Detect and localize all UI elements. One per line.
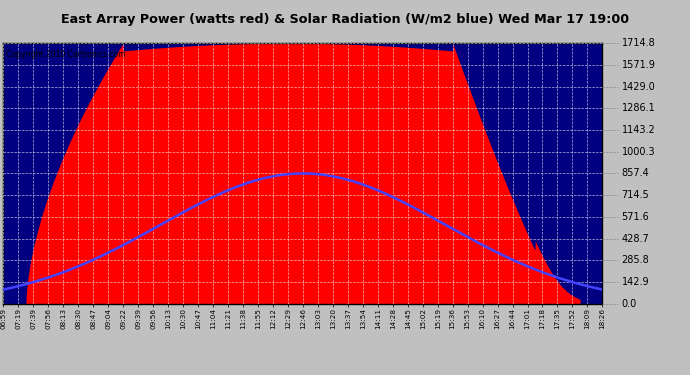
Text: 1714.8: 1714.8	[622, 38, 656, 48]
Text: 1429.0: 1429.0	[622, 82, 656, 92]
Text: 428.7: 428.7	[622, 234, 649, 244]
Text: 142.9: 142.9	[622, 277, 649, 287]
Text: 1143.2: 1143.2	[622, 125, 656, 135]
Text: East Array Power (watts red) & Solar Radiation (W/m2 blue) Wed Mar 17 19:00: East Array Power (watts red) & Solar Rad…	[61, 13, 629, 26]
Text: 1000.3: 1000.3	[622, 147, 656, 157]
Text: 0.0: 0.0	[622, 299, 637, 309]
Text: Copyright 2010 Cartronics.com: Copyright 2010 Cartronics.com	[6, 50, 126, 58]
Text: 857.4: 857.4	[622, 168, 649, 178]
Text: 571.6: 571.6	[622, 212, 649, 222]
Text: 1286.1: 1286.1	[622, 103, 656, 113]
Text: 285.8: 285.8	[622, 255, 649, 266]
Text: 1571.9: 1571.9	[622, 60, 656, 70]
Text: 714.5: 714.5	[622, 190, 649, 200]
